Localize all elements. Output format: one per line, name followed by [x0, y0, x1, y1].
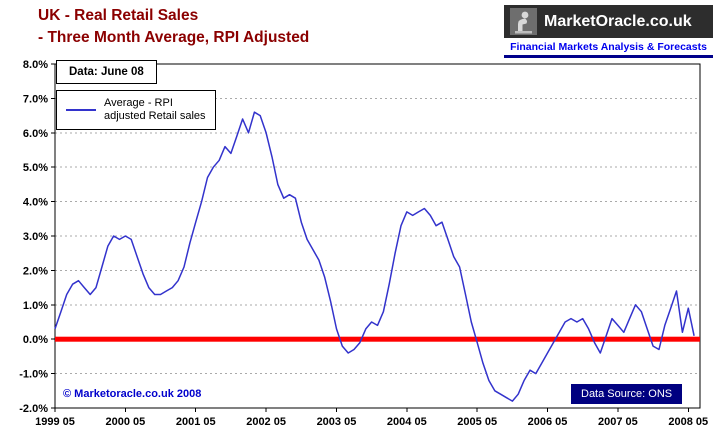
zero-line [55, 336, 700, 342]
site-logo[interactable]: MarketOracle.co.uk [504, 5, 713, 38]
legend-label-line2: adjusted Retail sales [104, 110, 206, 122]
x-axis-label: 2004 05 [387, 416, 427, 428]
y-axis-label: 5.0% [23, 162, 48, 174]
y-axis-label: 1.0% [23, 300, 48, 312]
x-axis-label: 2007 05 [598, 416, 638, 428]
y-axis-label: 0.0% [23, 334, 48, 346]
series-line [54, 111, 695, 402]
legend-label: Average - RPI adjusted Retail sales [104, 97, 206, 123]
thinker-statue-icon [510, 8, 537, 35]
chart-title-line2: - Three Month Average, RPI Adjusted [38, 29, 310, 46]
y-axis-label: 7.0% [23, 93, 48, 105]
x-axis-label: 2008 05 [668, 416, 708, 428]
y-axis-label: 3.0% [23, 231, 48, 243]
x-axis-label: 2006 05 [528, 416, 568, 428]
chart-title: UK - Real Retail Sales - Three Month Ave… [38, 5, 309, 49]
legend-label-line1: Average - RPI [104, 97, 173, 109]
legend: Average - RPI adjusted Retail sales [56, 90, 216, 130]
site-tagline[interactable]: Financial Markets Analysis & Forecasts [504, 38, 713, 58]
chart-title-line1: UK - Real Retail Sales [38, 7, 199, 24]
x-axis-label: 2000 05 [105, 416, 145, 428]
y-axis-label: -2.0% [19, 403, 48, 415]
y-axis-label: 6.0% [23, 128, 48, 140]
y-axis-label: -1.0% [19, 369, 48, 381]
x-axis-label: 2005 05 [457, 416, 497, 428]
x-axis-label: 2003 05 [317, 416, 357, 428]
site-logo-text: MarketOracle.co.uk [544, 12, 692, 30]
legend-line-swatch [66, 109, 96, 111]
x-axis-label: 1999 05 [35, 416, 75, 428]
y-axis-label: 8.0% [23, 59, 48, 71]
x-axis-label: 2002 05 [246, 416, 286, 428]
data-period-label: Data: June 08 [56, 60, 157, 84]
y-axis-label: 4.0% [23, 197, 48, 209]
y-axis-label: 2.0% [23, 265, 48, 277]
copyright-note: © Marketoracle.co.uk 2008 [63, 388, 202, 400]
data-source-badge: Data Source: ONS [571, 384, 683, 404]
x-axis-label: 2001 05 [176, 416, 216, 428]
site-branding: MarketOracle.co.uk Financial Markets Ana… [504, 5, 713, 58]
